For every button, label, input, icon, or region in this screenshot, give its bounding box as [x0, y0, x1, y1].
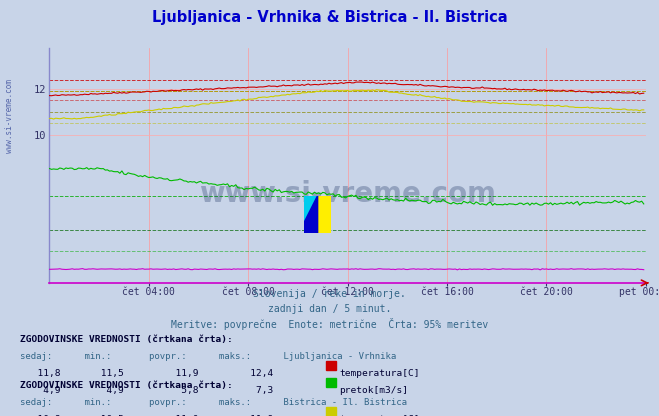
Text: sedaj:      min.:       povpr.:      maks.:      Ljubljanica - Vrhnika: sedaj: min.: povpr.: maks.: Ljubljanica …: [20, 352, 396, 362]
Text: ZGODOVINSKE VREDNOSTI (črtkana črta):: ZGODOVINSKE VREDNOSTI (črtkana črta):: [20, 335, 233, 344]
Text: ZGODOVINSKE VREDNOSTI (črtkana črta):: ZGODOVINSKE VREDNOSTI (črtkana črta):: [20, 381, 233, 390]
Text: Slovenija / reke in morje.: Slovenija / reke in morje.: [253, 289, 406, 299]
Text: www.si-vreme.com: www.si-vreme.com: [5, 79, 14, 154]
Text: 10,8       10,5         11,0         11,9: 10,8 10,5 11,0 11,9: [26, 415, 273, 416]
Text: temperatura[C]: temperatura[C]: [339, 369, 420, 378]
Text: zadnji dan / 5 minut.: zadnji dan / 5 minut.: [268, 304, 391, 314]
Polygon shape: [304, 196, 318, 233]
Text: 4,9        4,9          5,8          7,3: 4,9 4,9 5,8 7,3: [26, 386, 273, 395]
Text: www.si-vreme.com: www.si-vreme.com: [199, 180, 496, 208]
Text: Meritve: povprečne  Enote: metrične  Črta: 95% meritev: Meritve: povprečne Enote: metrične Črta:…: [171, 318, 488, 330]
Text: Ljubljanica - Vrhnika & Bistrica - Il. Bistrica: Ljubljanica - Vrhnika & Bistrica - Il. B…: [152, 10, 507, 25]
Polygon shape: [304, 196, 318, 222]
Text: temperatura[C]: temperatura[C]: [339, 415, 420, 416]
Polygon shape: [318, 196, 331, 233]
Text: sedaj:      min.:       povpr.:      maks.:      Bistrica - Il. Bistrica: sedaj: min.: povpr.: maks.: Bistrica - I…: [20, 398, 407, 407]
Text: 11,8       11,5         11,9         12,4: 11,8 11,5 11,9 12,4: [26, 369, 273, 378]
Text: pretok[m3/s]: pretok[m3/s]: [339, 386, 409, 395]
